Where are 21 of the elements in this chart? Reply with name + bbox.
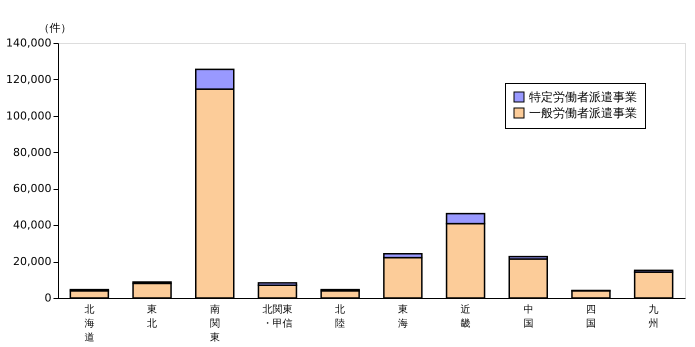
y-tick-label: 80,000 <box>13 146 52 159</box>
x-tick-label: 東海 <box>398 304 408 330</box>
x-tick-label: 中国 <box>523 304 534 330</box>
x-tick-label: 九州 <box>648 304 659 330</box>
y-tick-label: 140,000 <box>6 36 52 50</box>
x-tick-label: 東北 <box>147 304 158 330</box>
x-tick-label: 四国 <box>586 304 596 330</box>
y-tick-label: 0 <box>44 292 52 304</box>
x-tick-label: 近畿 <box>460 304 471 330</box>
legend-label: 一般労働者派遣事業 <box>529 106 637 120</box>
y-tick-label: 40,000 <box>13 218 52 232</box>
y-axis-title: （件） <box>38 22 72 34</box>
x-tick-label: 北海道 <box>84 304 94 344</box>
x-tick-label: 北関東・甲信 <box>262 304 292 330</box>
y-tick-label: 120,000 <box>6 72 52 86</box>
legend-label: 特定労働者派遣事業 <box>529 90 637 104</box>
x-tick-label: 南関東 <box>210 304 220 344</box>
x-tick-label: 北陸 <box>335 304 346 330</box>
y-tick-label: 20,000 <box>13 255 52 268</box>
y-tick-label: 100,000 <box>6 109 52 122</box>
y-tick-label: 60,000 <box>13 182 52 196</box>
